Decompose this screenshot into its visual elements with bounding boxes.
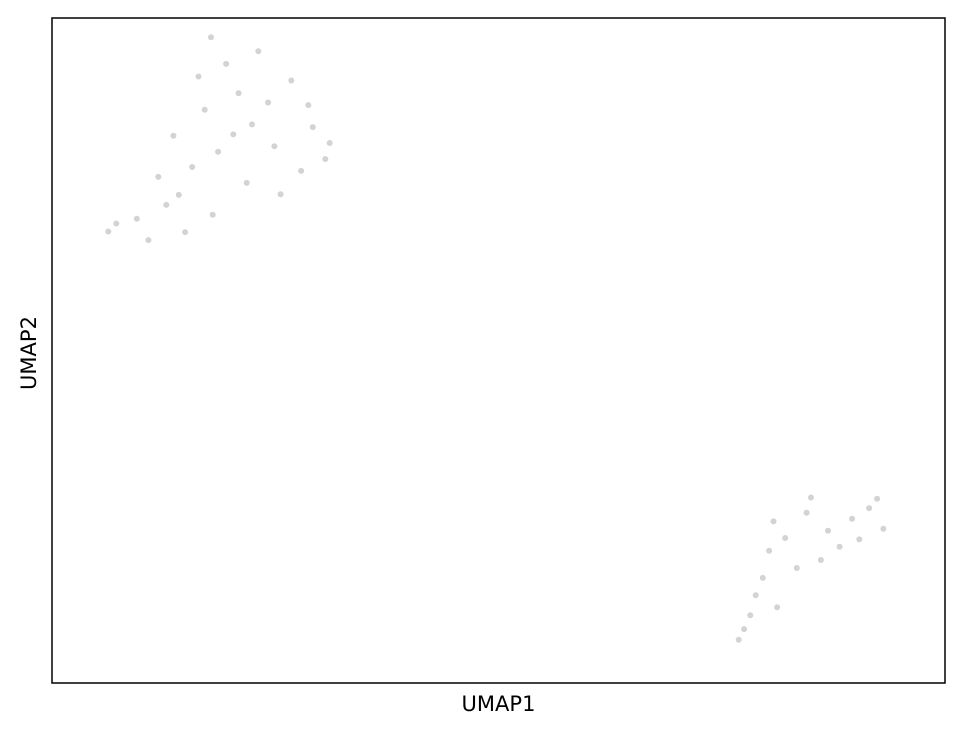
scatter-point — [105, 228, 112, 235]
scatter-point — [230, 131, 237, 138]
scatter-point — [189, 164, 196, 170]
scatter-point — [208, 34, 214, 41]
scatter-point — [326, 140, 333, 146]
scatter-point — [170, 132, 177, 139]
scatter-point — [288, 77, 295, 84]
scatter-point — [235, 90, 242, 97]
scatter-point — [817, 557, 824, 563]
scatter-point — [265, 99, 272, 106]
scatter-point — [808, 494, 814, 501]
scatter-point — [747, 612, 754, 619]
scatter-point — [866, 505, 873, 512]
scatter-point — [223, 60, 230, 67]
points-layer — [105, 34, 887, 643]
scatter-point — [298, 167, 305, 174]
scatter-point — [759, 574, 766, 581]
scatter-point — [255, 48, 262, 55]
scatter-point — [849, 515, 856, 522]
scatter-point — [271, 143, 278, 150]
x-axis-label: UMAP1 — [462, 692, 536, 716]
scatter-point — [243, 179, 250, 186]
scatter-point — [113, 220, 120, 227]
scatter-point — [836, 543, 843, 550]
scatter-point — [770, 518, 777, 525]
scatter-point — [774, 604, 781, 611]
scatter-point — [209, 211, 216, 218]
scatter-point — [880, 525, 887, 532]
scatter-point — [856, 536, 863, 543]
scatter-point — [133, 215, 140, 222]
scatter-point — [215, 148, 222, 155]
scatter-point — [874, 495, 881, 502]
plot-frame — [51, 17, 946, 684]
scatter-point — [277, 191, 284, 198]
scatter-point — [793, 565, 800, 571]
scatter-point — [735, 636, 742, 643]
scatter-point — [782, 535, 789, 541]
scatter-point — [163, 201, 170, 208]
scatter-point — [803, 509, 810, 516]
scatter-point — [305, 102, 312, 109]
scatter-point — [741, 626, 748, 633]
y-axis-label: UMAP2 — [17, 316, 41, 390]
scatter-point — [145, 237, 152, 244]
scatter-point — [175, 191, 182, 198]
scatter-point — [309, 124, 316, 131]
scatter-point — [201, 106, 208, 113]
scatter-point — [825, 527, 831, 534]
scatter-point — [766, 547, 773, 554]
scatter-point — [249, 121, 255, 128]
scatter-point — [752, 592, 759, 599]
scatter-point — [182, 229, 189, 236]
scatter-point — [155, 173, 162, 180]
scatter-point — [195, 73, 202, 80]
scatter-point — [322, 156, 329, 162]
